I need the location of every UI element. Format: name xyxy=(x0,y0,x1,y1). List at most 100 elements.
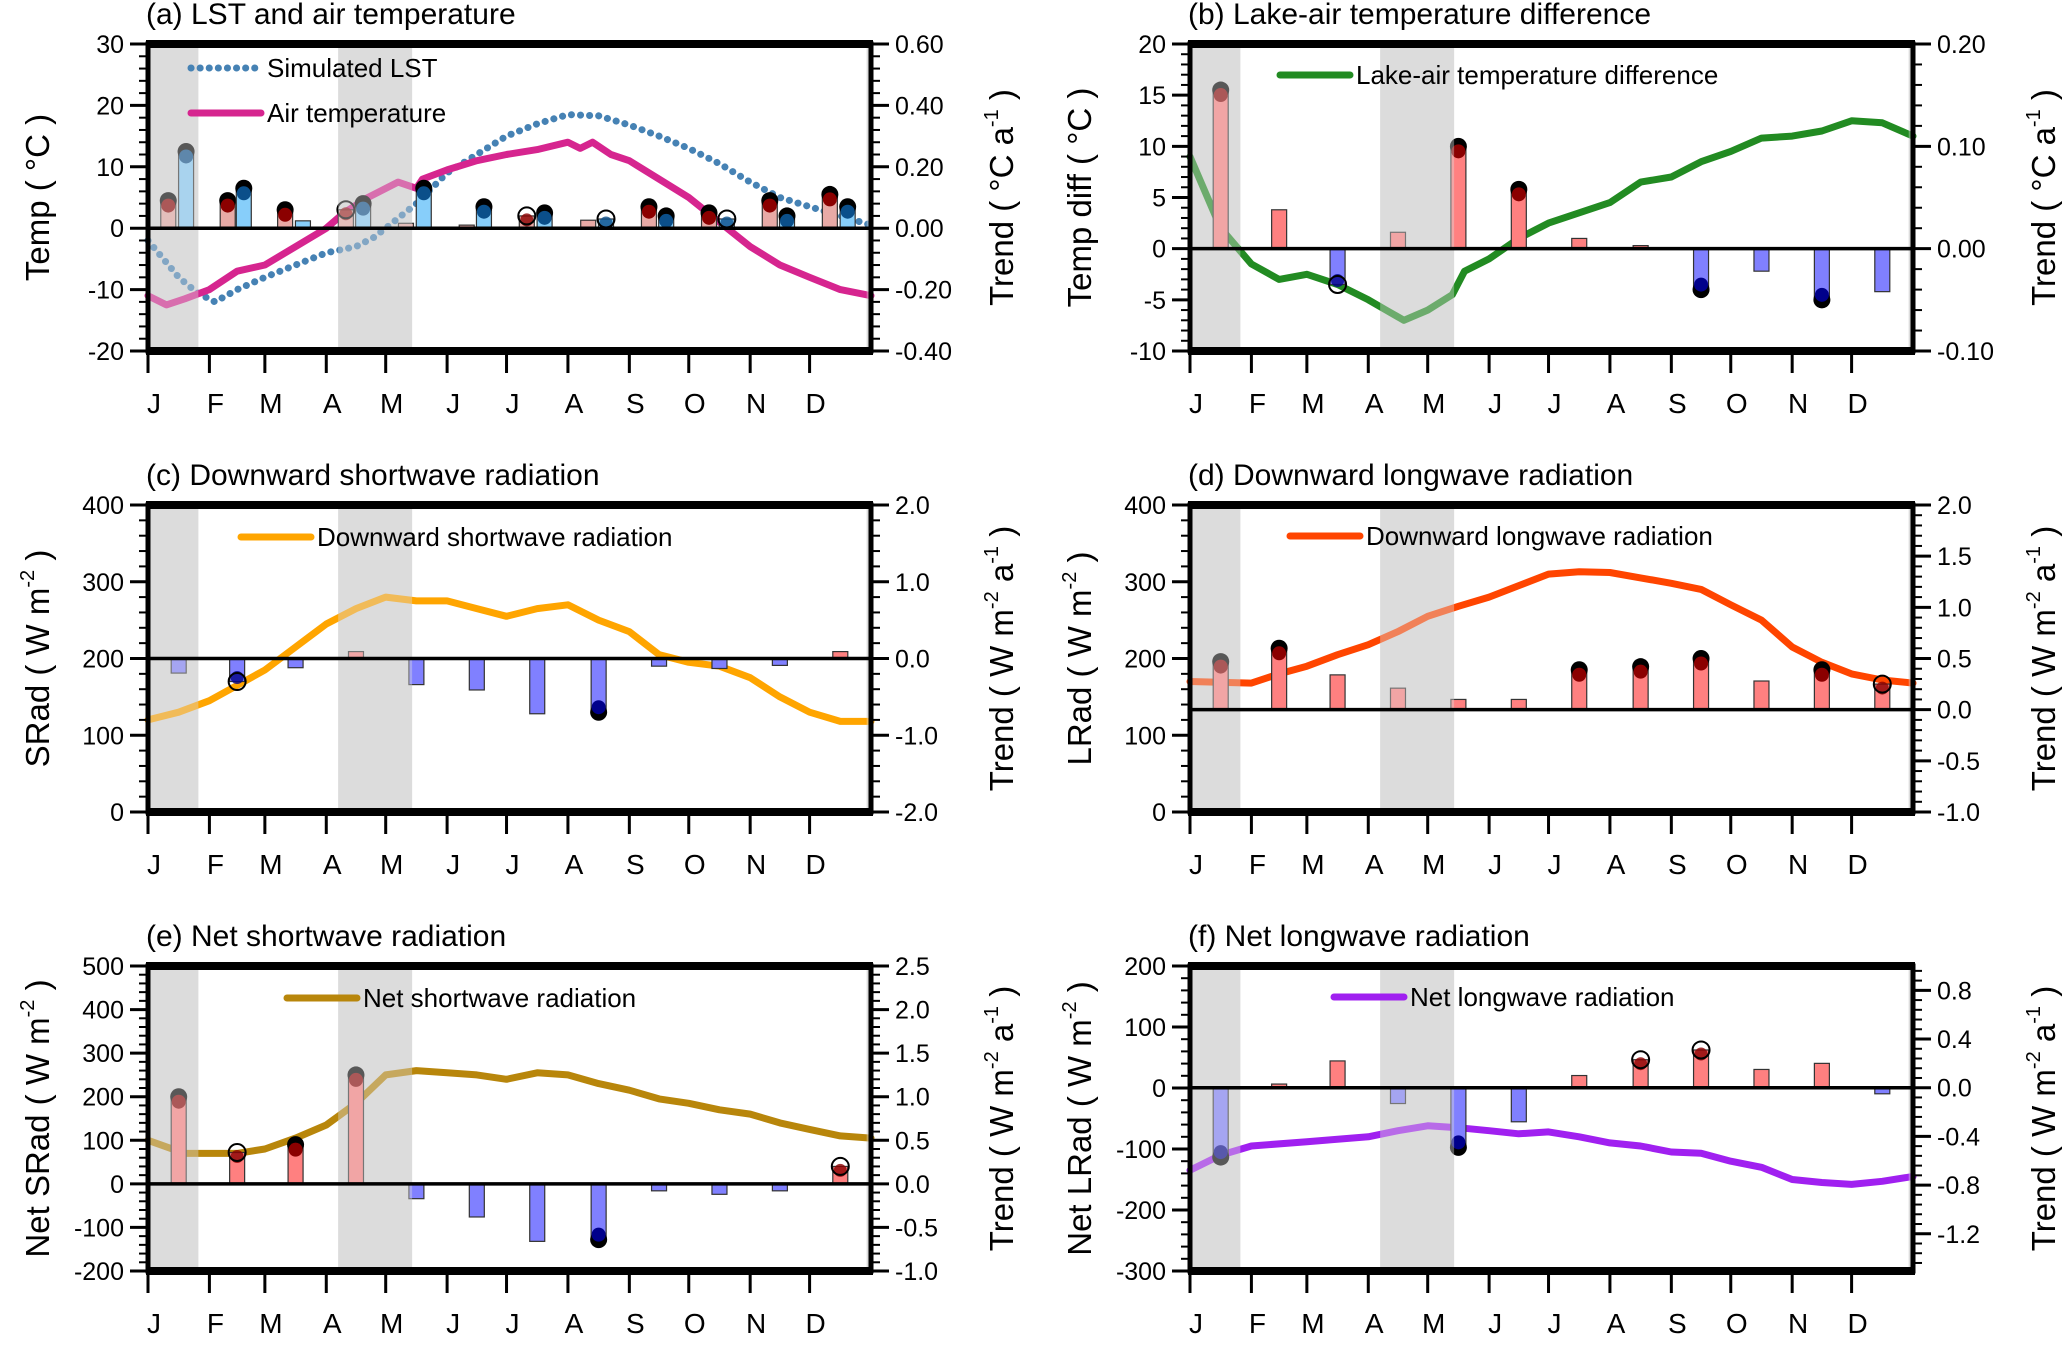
significance-marker-inner xyxy=(220,198,235,213)
significance-marker-open xyxy=(227,672,247,692)
month-label: M xyxy=(380,1308,403,1339)
month-label: M xyxy=(259,1308,282,1339)
y-axis-label-right: Trend ( W m-2 a-1 ) xyxy=(2023,526,2061,791)
left-tick-label: 0 xyxy=(1152,799,1166,827)
label-text: Trend ( W m xyxy=(2025,1069,2062,1251)
superscript: -1 xyxy=(2023,546,2045,564)
significance-marker-inner xyxy=(476,204,491,219)
left-tick-label: 0 xyxy=(1152,236,1166,264)
trend-bar xyxy=(1329,1060,1346,1089)
significance-marker-open xyxy=(830,1156,850,1176)
y-axis-label-right: Trend ( °C a-1 ) xyxy=(2023,89,2061,306)
significance-marker-inner xyxy=(1814,667,1829,682)
left-tick-label: 500 xyxy=(82,953,124,981)
right-tick-label: 0.8 xyxy=(1937,977,1972,1005)
significance-marker-inner xyxy=(161,198,176,213)
label-text: Net SRad ( W m xyxy=(19,1017,56,1257)
label-text: ) xyxy=(1061,981,1098,1001)
month-label: N xyxy=(746,388,766,419)
right-tick-label: -0.5 xyxy=(1937,748,1980,776)
significance-marker-inner xyxy=(591,1227,606,1242)
series-line-net-shortwave-radiation xyxy=(144,1067,875,1157)
left-tick-label: -10 xyxy=(1130,338,1166,366)
shaded-period-overlay xyxy=(1380,505,1455,812)
label-text: a xyxy=(983,1023,1020,1051)
month-label: A xyxy=(323,388,342,419)
trend-bar xyxy=(529,1183,546,1242)
month-label: S xyxy=(1668,849,1687,880)
right-tick-label: -0.10 xyxy=(1937,338,1994,366)
right-tick-label: -0.4 xyxy=(1937,1123,1980,1151)
month-label: S xyxy=(626,388,645,419)
superscript: -2 xyxy=(981,591,1003,609)
trend-bar xyxy=(468,1183,485,1218)
right-tick-label: 0.4 xyxy=(1937,1026,1972,1054)
superscript: -2 xyxy=(2023,1051,2045,1069)
month-label: J xyxy=(1548,388,1562,419)
left-tick-label: 400 xyxy=(82,997,124,1025)
significance-marker-inner xyxy=(537,210,552,225)
month-label: O xyxy=(684,1308,706,1339)
right-tick-label: 0.60 xyxy=(895,31,944,59)
right-tick-label: 2.0 xyxy=(895,492,930,520)
left-tick-label: 300 xyxy=(82,1040,124,1068)
month-label: A xyxy=(565,388,584,419)
significance-marker-inner xyxy=(236,186,251,201)
month-label: J xyxy=(1488,1308,1502,1339)
y-axis-label-left: SRad ( W m-2 ) xyxy=(17,550,55,768)
month-label: D xyxy=(805,849,825,880)
significance-marker-inner xyxy=(1213,659,1228,674)
month-label: A xyxy=(1607,849,1626,880)
month-label: M xyxy=(1301,1308,1324,1339)
panel-d: (d) Downward longwave radiation 0 100 200 30… xyxy=(1059,459,2061,880)
shaded-period-overlay xyxy=(338,44,413,351)
month-label: F xyxy=(207,849,224,880)
month-label: O xyxy=(1726,1308,1748,1339)
significance-marker-open xyxy=(227,1142,247,1162)
left-tick-label: 15 xyxy=(1138,82,1166,110)
y-axis-label-right: Trend ( °C a-1 ) xyxy=(981,89,1019,306)
left-tick-label: 100 xyxy=(82,722,124,750)
significance-marker-inner xyxy=(288,1142,303,1157)
legend-label: Air temperature xyxy=(267,98,446,128)
month-label: A xyxy=(323,1308,342,1339)
month-label: J xyxy=(147,1308,161,1339)
legend-label: Downward shortwave radiation xyxy=(317,522,673,552)
month-label: F xyxy=(1249,849,1266,880)
label-text: Temp diff ( °C ) xyxy=(1061,88,1098,308)
significance-marker-open xyxy=(517,206,537,226)
significance-marker-inner xyxy=(591,700,606,715)
month-label: J xyxy=(147,849,161,880)
right-tick-label: 0.0 xyxy=(1937,1075,1972,1103)
y-axis-label-left: Net SRad ( W m-2 ) xyxy=(17,979,55,1257)
left-tick-label: 30 xyxy=(96,31,124,59)
right-tick-label: 0.5 xyxy=(895,1127,930,1155)
label-text: ) xyxy=(1061,552,1098,572)
left-tick-label: 5 xyxy=(1152,185,1166,213)
superscript: -1 xyxy=(2023,109,2045,127)
month-label: N xyxy=(1788,1308,1808,1339)
chart-title: (c) Downward shortwave radiation xyxy=(146,459,600,492)
superscript: -2 xyxy=(17,570,39,588)
left-tick-label: 20 xyxy=(1138,31,1166,59)
label-text: a xyxy=(2025,563,2062,591)
right-tick-label: -1.0 xyxy=(895,722,938,750)
month-label: O xyxy=(1726,388,1748,419)
left-tick-label: 200 xyxy=(82,646,124,674)
left-tick-label: 0 xyxy=(110,799,124,827)
left-tick-label: -200 xyxy=(74,1258,124,1286)
label-text: ) xyxy=(2025,89,2062,109)
month-label: M xyxy=(259,849,282,880)
left-tick-label: 10 xyxy=(1138,133,1166,161)
left-tick-label: -200 xyxy=(1116,1197,1166,1225)
significance-marker-inner xyxy=(171,1094,186,1109)
month-label: A xyxy=(1365,388,1384,419)
superscript: -1 xyxy=(981,109,1003,127)
month-label: D xyxy=(805,1308,825,1339)
month-label: J xyxy=(1189,388,1203,419)
right-tick-label: 1.5 xyxy=(895,1040,930,1068)
label-text: ) xyxy=(983,89,1020,109)
panel-c: (c) Downward shortwave radiation 0 100 200 3… xyxy=(17,459,1019,880)
right-tick-label: 0.20 xyxy=(895,154,944,182)
shaded-period-overlay xyxy=(148,44,199,351)
